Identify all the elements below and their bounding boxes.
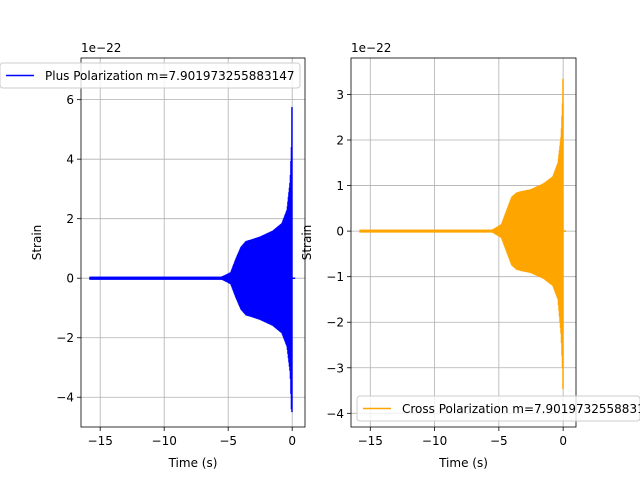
y-tick-label: 2 <box>66 212 74 226</box>
y-tick-label: 3 <box>336 88 344 102</box>
y-tick-label: −2 <box>56 331 74 345</box>
legend-label: Cross Polarization m=7.901973255883147 <box>402 402 640 416</box>
y-tick-label: 2 <box>336 134 344 148</box>
x-tick-label: −5 <box>219 434 237 448</box>
y-tick-label: 0 <box>66 272 74 286</box>
y-tick-label: −4 <box>326 407 344 421</box>
x-tick-label: 0 <box>288 434 296 448</box>
x-tick-label: −15 <box>88 434 113 448</box>
legend: Plus Polarization m=7.901973255883147 <box>0 62 301 89</box>
y-tick-label: −3 <box>326 361 344 375</box>
series-line <box>359 78 567 390</box>
y-axis-label: Strain <box>300 225 314 261</box>
legend-label: Plus Polarization m=7.901973255883147 <box>45 69 295 83</box>
x-tick-label: −5 <box>490 434 508 448</box>
axes-frame <box>350 57 577 428</box>
y-tick-label: 6 <box>66 93 74 107</box>
legend-box <box>356 395 640 422</box>
y-axis-label: Strain <box>30 225 44 261</box>
x-axis-label: Time (s) <box>168 456 218 470</box>
x-tick-label: −10 <box>422 434 447 448</box>
x-tick-label: −15 <box>358 434 383 448</box>
y-tick-label: 0 <box>336 225 344 239</box>
axes-frame <box>80 57 306 428</box>
y-offset-label: 1e−22 <box>81 41 121 55</box>
y-tick-label: −1 <box>326 270 344 284</box>
y-tick-label: 4 <box>66 153 74 167</box>
x-tick-label: 0 <box>559 434 567 448</box>
y-tick-label: 1 <box>336 179 344 193</box>
legend: Cross Polarization m=7.901973255883147 <box>356 395 640 422</box>
y-offset-label: 1e−22 <box>351 41 391 55</box>
y-tick-label: −4 <box>56 391 74 405</box>
y-tick-label: −2 <box>326 316 344 330</box>
x-tick-label: −10 <box>152 434 177 448</box>
x-axis-label: Time (s) <box>438 456 488 470</box>
plus-polarization-plot: −15 −10 −5 0 −4 −2 0 2 4 6 1e−22 Time (s) Strain Plus… <box>0 41 306 470</box>
series-line <box>89 107 296 413</box>
legend-box <box>0 62 301 89</box>
